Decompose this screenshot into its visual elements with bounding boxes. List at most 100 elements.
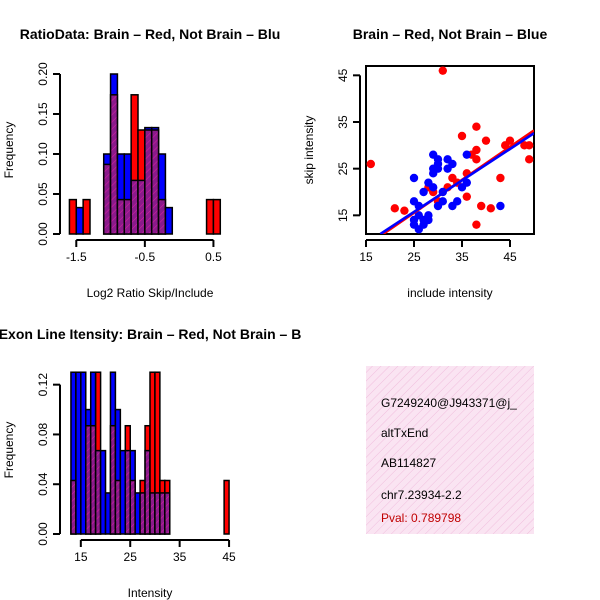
point-brain (390, 204, 399, 213)
bar-overlap (157, 198, 167, 235)
ratio-histogram: RatioData: Brain – Red, Not Brain – Blu … (2, 26, 280, 300)
bar-brain (223, 479, 230, 535)
point-not-brain (438, 197, 447, 206)
ratio-x-axis: -1.5 -0.5 0.5 (66, 239, 222, 264)
scatter-title: Brain – Red, Not Brain – Blue (353, 26, 548, 42)
intensity-bars (70, 371, 230, 535)
scatter-fit-lines (379, 129, 534, 234)
intensity-y-tick-label: 0.04 (36, 472, 50, 496)
scatter-x-axis: 15 25 35 45 (359, 239, 517, 264)
point-brain (472, 220, 481, 229)
point-not-brain (409, 173, 419, 183)
ratio-y-tick-label: 0.05 (36, 182, 50, 206)
point-not-brain (453, 197, 462, 206)
bar-brain (82, 198, 91, 235)
point-brain (505, 136, 515, 145)
ratio-y-tick-label: 0.15 (36, 102, 50, 126)
info-accession: AB114827 (381, 456, 436, 470)
bar-overlap (164, 492, 171, 535)
bar-brain (205, 198, 215, 235)
ratio-x-tick-label: 0.5 (205, 250, 222, 264)
intensity-y-tick-label: 0.12 (36, 373, 50, 397)
ratio-y-tick-label: 0.10 (36, 142, 50, 166)
ratio-x-tick-label: -0.5 (135, 250, 156, 264)
fit-line-not-brain (379, 132, 534, 234)
ratio-xlabel: Log2 Ratio Skip/Include (87, 286, 214, 300)
point-not-brain (429, 183, 438, 192)
intensity-x-tick-label: 25 (124, 550, 138, 564)
info-panel: G7249240@J943371@j_ altTxEnd AB114827 ch… (366, 366, 534, 534)
point-brain (457, 131, 467, 141)
point-brain (525, 155, 534, 164)
bar-overlap (123, 198, 132, 235)
point-brain (462, 192, 471, 201)
intensity-y-tick-label: 0.00 (36, 522, 50, 546)
scatter-x-tick-label: 25 (407, 250, 421, 264)
point-brain (477, 201, 486, 211)
ratio-bars (68, 73, 222, 235)
intensity-histogram: Exon Line Itensity: Brain – Red, Not Bra… (0, 326, 301, 600)
bar-not-brain (164, 206, 174, 235)
bar-overlap (130, 179, 139, 235)
bar-brain (68, 198, 78, 235)
bar-overlap (109, 94, 119, 235)
ratio-title: RatioData: Brain – Red, Not Brain – Blu (20, 26, 281, 42)
point-not-brain (462, 178, 471, 187)
point-brain (438, 66, 447, 75)
ratio-y-tick-label: 0.20 (36, 62, 50, 86)
ratio-y-tick-label: 0.00 (36, 222, 50, 246)
point-brain (472, 155, 481, 164)
bar-overlap (150, 129, 160, 235)
point-not-brain (433, 159, 443, 169)
ratio-y-axis: 0.00 0.05 0.10 0.15 0.20 (36, 62, 61, 246)
ratio-x-tick-label: -1.5 (66, 250, 87, 264)
intensity-x-axis: 15 25 35 45 (74, 539, 236, 564)
point-not-brain (496, 201, 505, 211)
point-brain (496, 173, 505, 183)
intensity-ylabel: Frequency (2, 422, 16, 479)
intensity-y-tick-label: 0.08 (36, 422, 50, 446)
point-not-brain (424, 215, 433, 225)
scatter-ylabel: skip intensity (302, 116, 316, 185)
intensity-scatter: Brain – Red, Not Brain – Blue 15 25 35 45 1… (302, 26, 547, 300)
intensity-x-tick-label: 35 (173, 550, 187, 564)
info-event-type: altTxEnd (381, 426, 428, 440)
scatter-frame (365, 65, 535, 235)
point-not-brain (448, 159, 457, 169)
scatter-xlabel: include intensity (407, 286, 492, 300)
scatter-points (366, 66, 534, 234)
bar-not-brain (75, 206, 84, 235)
scatter-y-axis: 15 25 35 45 (336, 68, 361, 222)
intensity-x-tick-label: 15 (74, 550, 88, 564)
scatter-y-tick-label: 15 (336, 208, 350, 222)
bar-overlap (137, 179, 146, 235)
info-panel-background (366, 366, 534, 534)
point-brain (472, 145, 481, 155)
scatter-y-tick-label: 25 (336, 162, 350, 176)
bar-overlap (144, 129, 153, 235)
point-brain (481, 136, 491, 145)
point-brain (472, 122, 481, 131)
scatter-y-tick-label: 45 (336, 68, 350, 82)
scatter-x-tick-label: 45 (503, 250, 517, 264)
intensity-x-tick-label: 45 (222, 550, 236, 564)
point-brain (525, 141, 534, 150)
point-brain (400, 206, 409, 215)
point-brain (366, 159, 375, 169)
bar-overlap (102, 163, 112, 235)
info-pvalue: Pval: 0.789798 (381, 511, 461, 525)
scatter-x-tick-label: 35 (455, 250, 469, 264)
ratio-ylabel: Frequency (2, 122, 16, 179)
point-brain (486, 204, 495, 213)
info-probe-id: G7249240@J943371@j_ (381, 396, 517, 410)
intensity-y-axis: 0.00 0.04 0.08 0.12 (36, 373, 61, 546)
intensity-title: Exon Line Itensity: Brain – Red, Not Bra… (0, 326, 301, 342)
scatter-y-tick-label: 35 (336, 115, 350, 129)
bar-brain (212, 198, 222, 235)
point-not-brain (429, 150, 438, 159)
point-not-brain (419, 187, 428, 197)
scatter-x-tick-label: 15 (359, 250, 373, 264)
bar-overlap (116, 198, 126, 235)
info-location: chr7.23934-2.2 (381, 488, 462, 502)
